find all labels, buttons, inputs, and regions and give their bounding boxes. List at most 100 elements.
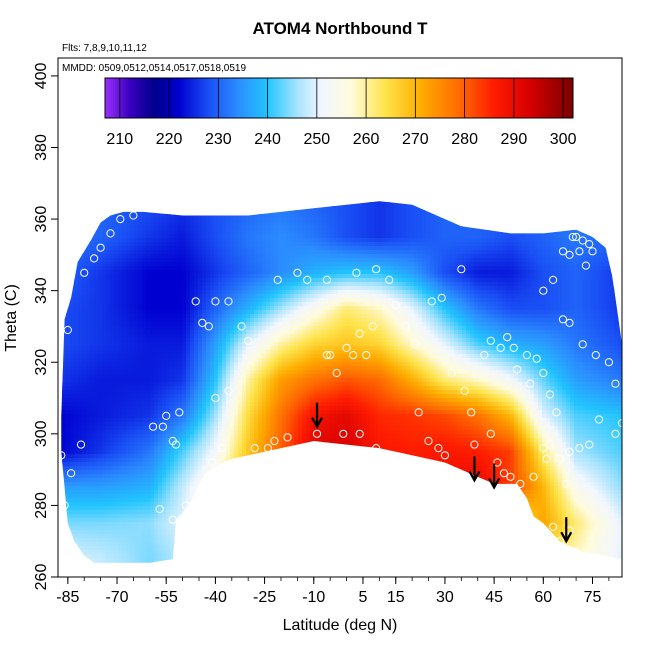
observation-point bbox=[129, 211, 138, 220]
observation-point bbox=[611, 379, 620, 388]
arrow bbox=[468, 456, 481, 483]
observation-point bbox=[555, 537, 564, 546]
observation-point bbox=[116, 215, 125, 224]
observation-point bbox=[224, 297, 233, 306]
observation-point bbox=[562, 479, 571, 488]
observation-point bbox=[76, 440, 86, 449]
observation-point bbox=[588, 247, 597, 256]
y-tick-label: 280 bbox=[33, 492, 50, 519]
arrow bbox=[488, 463, 501, 490]
observation-point bbox=[467, 408, 476, 417]
observation-point bbox=[585, 440, 594, 449]
observation-point bbox=[208, 458, 217, 467]
observation-point bbox=[545, 390, 555, 399]
observation-point bbox=[244, 336, 253, 345]
observation-point bbox=[372, 265, 381, 274]
observation-point bbox=[224, 386, 233, 395]
observation-point bbox=[372, 444, 381, 453]
y-tick-label: 360 bbox=[33, 206, 50, 233]
observation-point bbox=[368, 322, 377, 331]
observation-point bbox=[581, 261, 591, 270]
observation-point bbox=[96, 243, 105, 252]
colorbar-tick-label: 260 bbox=[353, 131, 380, 148]
observation-point bbox=[568, 232, 577, 242]
observation-point bbox=[493, 458, 502, 467]
observation-point bbox=[355, 429, 364, 438]
colorbar-tick-label: 280 bbox=[451, 131, 478, 148]
observation-point bbox=[572, 232, 581, 242]
observation-point bbox=[385, 275, 394, 284]
observation-point bbox=[486, 336, 495, 345]
observation-point bbox=[558, 315, 568, 324]
observation-point bbox=[90, 254, 99, 263]
observation-point bbox=[545, 440, 555, 449]
observation-point bbox=[427, 297, 436, 306]
colorbar-tick-label: 210 bbox=[106, 131, 133, 148]
observation-point bbox=[447, 368, 456, 378]
plot-frame bbox=[57, 57, 623, 578]
observation-point bbox=[303, 275, 312, 284]
observation-point bbox=[526, 379, 535, 388]
observation-point bbox=[171, 440, 181, 449]
observation-point bbox=[578, 236, 587, 245]
observation-point bbox=[558, 247, 568, 256]
observation-point bbox=[437, 293, 446, 302]
observation-point bbox=[204, 322, 213, 331]
observation-point bbox=[349, 351, 358, 360]
y-axis-label: Theta (C) bbox=[3, 284, 20, 352]
observation-point bbox=[565, 447, 574, 456]
observation-point bbox=[434, 444, 443, 453]
observation-point bbox=[539, 444, 548, 453]
observation-point bbox=[67, 469, 76, 478]
x-tick-label: -70 bbox=[105, 589, 128, 606]
observation-point bbox=[326, 351, 335, 360]
observation-point bbox=[362, 351, 371, 360]
observation-point bbox=[339, 429, 348, 438]
x-tick-label: 60 bbox=[534, 589, 552, 606]
observation-point bbox=[513, 365, 522, 374]
observation-point bbox=[191, 297, 200, 306]
y-tick-label: 380 bbox=[33, 134, 50, 161]
y-tick-label: 320 bbox=[33, 349, 50, 376]
observation-point bbox=[470, 440, 479, 449]
observation-point bbox=[106, 229, 115, 238]
observation-point bbox=[486, 429, 495, 438]
observation-point bbox=[217, 444, 227, 453]
colorbar-ticks: 210 220 230 240 250 260 270 280 290 300 bbox=[106, 78, 577, 148]
flights-annotation: Flts: 7,8,9,10,11,12 bbox=[62, 43, 147, 54]
colorbar-tick-label: 270 bbox=[402, 131, 429, 148]
x-tick-label: 30 bbox=[436, 589, 454, 606]
observation-point bbox=[499, 469, 509, 478]
observation-point bbox=[175, 408, 184, 417]
observation-point bbox=[611, 429, 620, 438]
observation-point bbox=[539, 286, 548, 295]
observation-point bbox=[250, 444, 259, 453]
observation-point bbox=[549, 522, 558, 532]
observation-point bbox=[552, 408, 561, 417]
observation-point bbox=[355, 329, 364, 338]
y-tick-label: 300 bbox=[33, 420, 50, 447]
x-tick-label: 5 bbox=[359, 589, 368, 606]
x-tick-label: -10 bbox=[302, 589, 325, 606]
y-axis: 260 280 300 320 340 360 380 400 bbox=[33, 62, 58, 590]
observation-point bbox=[80, 268, 89, 277]
observation-point bbox=[509, 343, 518, 352]
observation-point bbox=[60, 501, 69, 510]
observation-point bbox=[496, 343, 505, 352]
observation-point bbox=[575, 444, 584, 453]
observation-point bbox=[555, 454, 564, 463]
observation-point bbox=[529, 472, 538, 481]
observation-point bbox=[460, 386, 469, 395]
observation-point bbox=[352, 268, 361, 277]
observation-point bbox=[516, 479, 525, 488]
x-tick-label: 75 bbox=[584, 589, 602, 606]
observation-point bbox=[283, 433, 292, 442]
observation-point bbox=[506, 472, 515, 481]
colorbar-tick-label: 300 bbox=[550, 131, 577, 148]
observation-point bbox=[270, 436, 279, 446]
colorbar-gradient bbox=[104, 77, 574, 119]
x-axis-label: Latitude (deg N) bbox=[283, 617, 398, 634]
x-tick-label: -55 bbox=[155, 589, 178, 606]
observation-point bbox=[575, 247, 584, 256]
observation-point bbox=[424, 436, 433, 446]
